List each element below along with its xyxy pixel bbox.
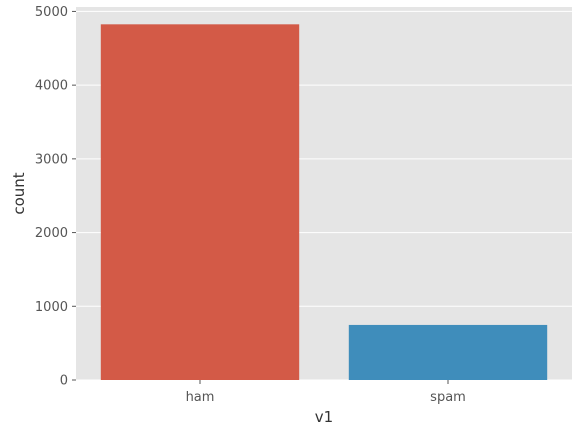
x-ticks: ham spam: [186, 380, 466, 405]
y-tick-label: 2000: [35, 226, 68, 241]
bars: [100, 24, 548, 381]
y-tick-label: 3000: [35, 152, 68, 167]
y-tick-label: 4000: [35, 79, 68, 94]
y-tick-label: 1000: [35, 300, 68, 315]
bar-spam: [348, 324, 548, 380]
y-ticks: 0 1000 2000 3000 4000 5000: [35, 5, 76, 389]
x-tick-label: ham: [186, 390, 215, 405]
y-tick-label: 0: [60, 374, 68, 389]
x-tick-label: spam: [430, 390, 466, 405]
y-tick-label: 5000: [35, 5, 68, 20]
bar-ham: [100, 24, 300, 381]
y-axis-label: count: [10, 172, 28, 214]
x-axis-label: v1: [315, 408, 333, 426]
